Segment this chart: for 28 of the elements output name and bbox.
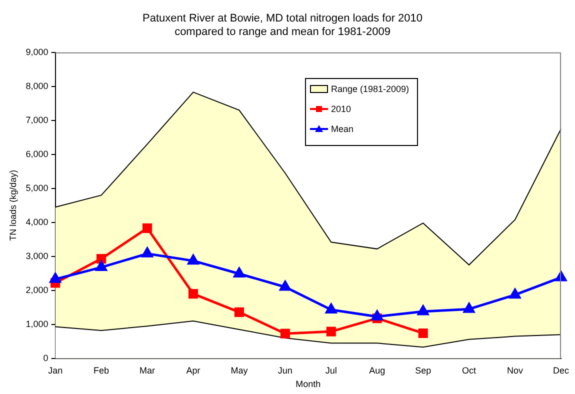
x-tick-label: Jan [48, 365, 63, 376]
y-tick-label: 7,000 [26, 114, 48, 125]
y-tick-label: 5,000 [26, 182, 48, 193]
y-tick-label: 0 [43, 352, 48, 363]
y-tick-label: 2,000 [26, 284, 48, 295]
y-tick-label: 8,000 [26, 80, 48, 91]
y-tick-label: 4,000 [26, 216, 48, 227]
x-tick-label: Jun [278, 365, 292, 376]
legend-label: Range (1981-2009) [331, 83, 410, 95]
x-tick-label: Jul [325, 365, 337, 376]
x-tick-label: Mar [140, 365, 156, 376]
x-tick-label: Sep [415, 365, 432, 376]
x-tick-label: Dec [552, 365, 570, 376]
y-tick-label: 1,000 [26, 318, 48, 329]
legend-label: 2010 [331, 103, 352, 115]
x-axis-title: Month [296, 379, 321, 390]
x-tick-label: Oct [462, 365, 477, 376]
legend-label: Mean [331, 123, 354, 135]
y-tick-label: 9,000 [26, 46, 48, 57]
x-tick-label: May [230, 365, 248, 376]
x-tick-label: Aug [369, 365, 386, 376]
chart-title: Patuxent River at Bowie, MD total nitrogen loads for 2010 compared to range and mean for 1981-2009 [142, 12, 423, 38]
y-tick-label: 3,000 [26, 250, 48, 261]
y-tick-label: 6,000 [26, 148, 48, 159]
y-axis-title: TN loads (kg/day) [8, 170, 18, 241]
x-tick-label: Apr [186, 365, 200, 376]
x-tick-label: Nov [507, 365, 524, 376]
x-tick-label: Feb [94, 365, 110, 376]
